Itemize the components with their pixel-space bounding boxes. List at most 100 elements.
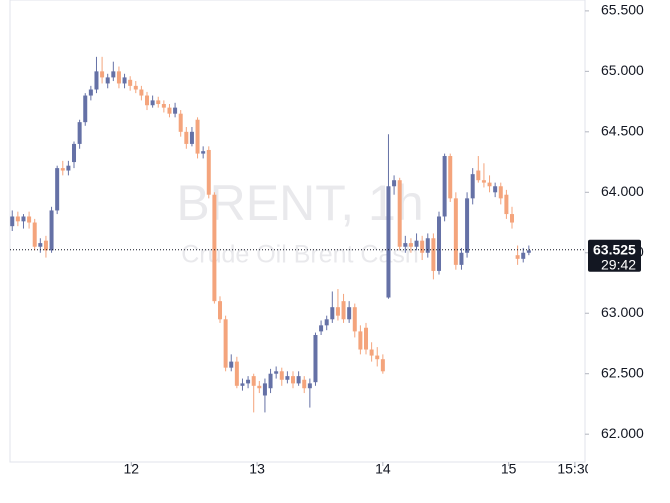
candle-body xyxy=(38,243,43,247)
candle-body xyxy=(201,151,206,154)
candle-body xyxy=(397,180,402,247)
candle-body xyxy=(77,122,82,144)
candle-body xyxy=(268,373,273,389)
candle-body xyxy=(420,240,425,253)
candle-body xyxy=(49,210,54,251)
candle-body xyxy=(453,198,458,265)
candle-body xyxy=(10,216,15,227)
y-tick-label: 65.000 xyxy=(601,62,644,78)
candle-body xyxy=(111,71,116,78)
candle-body xyxy=(105,77,110,84)
candle-body xyxy=(279,371,284,380)
candle-body xyxy=(189,131,194,144)
candle-body xyxy=(504,194,509,215)
candle-body xyxy=(184,131,189,144)
candle-body xyxy=(156,100,161,105)
candle-body xyxy=(481,180,486,183)
candle-body xyxy=(240,383,245,386)
candle-body xyxy=(498,186,503,199)
candle-body xyxy=(341,301,346,320)
candle-body xyxy=(223,319,228,368)
y-tick-label: 65.500 xyxy=(601,2,644,18)
last-price-label: 63.525 xyxy=(593,241,636,257)
watermark: BRENT, 1h xyxy=(176,175,423,231)
candle-body xyxy=(386,186,391,298)
candle-body xyxy=(335,307,340,316)
candle-body xyxy=(302,379,307,389)
x-tick-label: 13 xyxy=(249,461,265,477)
candle-body xyxy=(380,359,385,372)
candle-body xyxy=(274,371,279,374)
candle-body xyxy=(352,307,357,332)
candle-body xyxy=(32,222,37,247)
candle-body xyxy=(431,238,436,271)
candle-body xyxy=(324,319,329,326)
last-price-box xyxy=(588,239,641,272)
candle-body xyxy=(246,379,251,384)
y-tick-label: 64.500 xyxy=(601,123,644,139)
candle-body xyxy=(212,194,217,302)
candle-body xyxy=(133,85,138,90)
candle-body xyxy=(487,182,492,187)
candle-body xyxy=(15,216,20,222)
candle-body xyxy=(375,355,380,360)
candle-body xyxy=(347,307,352,320)
candle-body xyxy=(150,100,155,106)
candle-body xyxy=(403,243,408,247)
candle-body xyxy=(234,361,239,386)
x-tick-label: 14 xyxy=(375,461,391,477)
candle-body xyxy=(392,180,397,187)
y-tick-label: 62.500 xyxy=(601,364,644,380)
candle-body xyxy=(72,143,77,163)
x-tick-label: 12 xyxy=(124,461,140,477)
candle-body xyxy=(296,376,301,384)
candle-body xyxy=(493,186,498,193)
candle-body xyxy=(437,216,442,271)
candle-body xyxy=(307,383,312,389)
candle-body xyxy=(408,243,413,247)
candle-body xyxy=(257,385,262,389)
candle-body xyxy=(60,168,65,171)
candle-body xyxy=(364,327,369,350)
candle-body xyxy=(465,198,470,253)
candle-body xyxy=(291,376,296,384)
candle-body xyxy=(116,71,121,84)
y-tick-label: 64.000 xyxy=(601,183,644,199)
candle-body xyxy=(218,301,223,320)
candle-body xyxy=(448,156,453,199)
candle-body xyxy=(510,214,515,223)
candle-body xyxy=(285,376,290,380)
candle-body xyxy=(319,325,324,332)
candle-body xyxy=(100,71,105,78)
candle-body xyxy=(128,79,133,86)
candle-body xyxy=(330,307,335,320)
candle-body xyxy=(262,383,267,396)
candle-body xyxy=(55,168,60,211)
candle-body xyxy=(251,376,256,386)
candle-body xyxy=(178,113,183,132)
countdown: 29:42 xyxy=(601,256,636,272)
y-tick-label: 63.000 xyxy=(601,304,644,320)
candle-body xyxy=(515,255,520,259)
candle-body xyxy=(21,216,26,222)
candle-body xyxy=(313,335,318,383)
candle-body xyxy=(195,119,200,154)
y-tick-label: 62.000 xyxy=(601,425,644,441)
candle-body xyxy=(167,107,172,114)
candle-body xyxy=(206,149,211,195)
candle-body xyxy=(521,252,526,259)
candle-body xyxy=(526,250,531,253)
candle-body xyxy=(161,104,166,108)
candle-body xyxy=(122,77,127,84)
candle-body xyxy=(470,174,475,199)
candle-body xyxy=(459,252,464,265)
candle-body xyxy=(425,238,430,253)
candle-body xyxy=(139,89,144,96)
candle-body xyxy=(229,361,234,368)
candle-body xyxy=(43,240,48,251)
watermark-subtitle: Crude Oil Brent Cash xyxy=(181,241,419,269)
candle-body xyxy=(94,71,99,90)
candle-body xyxy=(27,216,32,223)
x-axis: 12 13 14 15 15:30 xyxy=(124,461,588,477)
candle-body xyxy=(369,349,374,356)
